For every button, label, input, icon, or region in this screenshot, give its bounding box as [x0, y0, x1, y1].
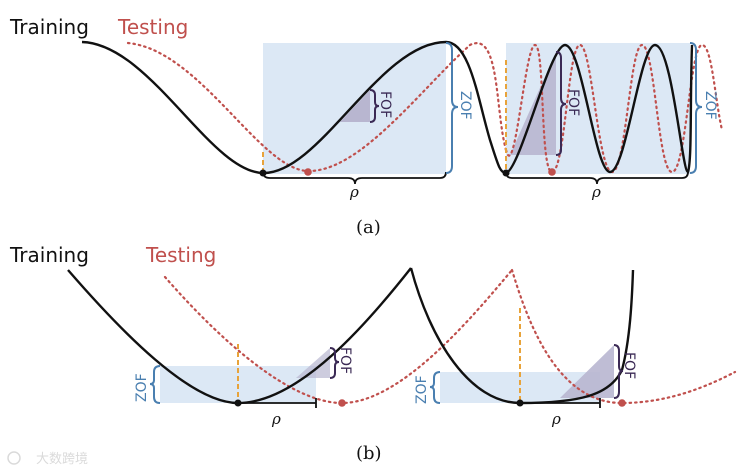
panel-b-right-fof-brace: [613, 344, 624, 399]
panel-a-right-fof-brace: [555, 51, 567, 156]
watermark-logo: 大数跨境: [7, 451, 88, 467]
panel-a-left-zof-label: ZOF: [457, 91, 473, 120]
panel-a-right-rho-label: ρ: [591, 183, 601, 201]
panel-b-legend-testing: Testing: [145, 243, 216, 267]
panel-b-right-testing-min: [618, 399, 626, 407]
panel-a-right-zof-label: ZOF: [702, 91, 718, 120]
panel-a-left-testing-min: [304, 168, 312, 176]
panel-b-left-rho-label: ρ: [271, 410, 281, 428]
panel-b-legend-training: Training: [9, 243, 89, 267]
panel-a-testing-curve-right: [504, 43, 724, 174]
panel-a-legend-training: Training: [9, 15, 89, 39]
panel-a-left-fof-label: FOF: [377, 91, 393, 118]
panel-b-right-fof-label: FOF: [621, 352, 637, 379]
panel-a-caption: (a): [356, 217, 381, 238]
panel-a-testing-curve-left: [126, 41, 508, 173]
panel-b-right-rho-label: ρ: [551, 410, 561, 428]
panel-b-right-zof-label: ZOF: [414, 375, 430, 404]
panel-a-legend-testing: Testing: [117, 15, 188, 39]
panel-b-training-curve-right: [409, 267, 635, 405]
panel-a: [81, 40, 724, 185]
watermark-text: 大数跨境: [36, 452, 88, 467]
panel-b-left-zof-label: ZOF: [134, 373, 150, 402]
panel-a-right-fof-label: FOF: [565, 89, 581, 116]
watermark-icon: [7, 451, 21, 465]
panel-a-right-fof-triangle: [510, 52, 556, 155]
panel-a-right-zof-brace: [689, 42, 703, 174]
panel-b: [67, 267, 737, 408]
panel-b-left-fof-triangle: [296, 348, 330, 378]
panel-b-left-fof-brace: [329, 347, 340, 379]
panel-a-training-curve-right: [505, 43, 694, 175]
panel-b-right-zof-brace: [429, 371, 441, 404]
panel-b-left-testing-min: [338, 399, 346, 407]
panel-b-left-zof-brace: [149, 365, 161, 404]
panel-b-left-rho-bar: [238, 398, 317, 408]
panel-a-left-rho-brace: [262, 171, 447, 185]
panel-a-right-testing-min: [548, 168, 556, 176]
panel-b-caption: (b): [356, 443, 382, 464]
panel-b-right-rho-bar: [520, 398, 601, 408]
panel-a-left-zof-brace: [445, 42, 459, 174]
panel-a-training-curve-left: [81, 40, 507, 175]
panel-a-left-fof-brace: [369, 89, 380, 123]
panel-a-left-rho-label: ρ: [349, 183, 359, 201]
panel-b-left-fof-label: FOF: [337, 347, 353, 374]
panel-b-testing-curve-right: [510, 268, 737, 405]
panel-a-right-rho-brace: [505, 171, 689, 185]
panel-a-left-fof-triangle: [340, 90, 370, 122]
